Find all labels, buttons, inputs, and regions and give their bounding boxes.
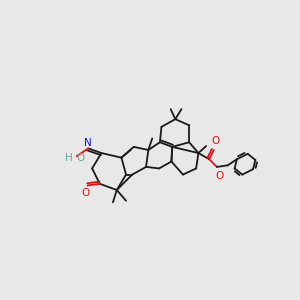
Text: O: O xyxy=(211,136,220,146)
Text: O: O xyxy=(215,171,223,181)
Text: H: H xyxy=(65,153,73,163)
Text: N: N xyxy=(84,138,92,148)
Text: O: O xyxy=(81,188,89,199)
Text: O: O xyxy=(76,153,84,163)
